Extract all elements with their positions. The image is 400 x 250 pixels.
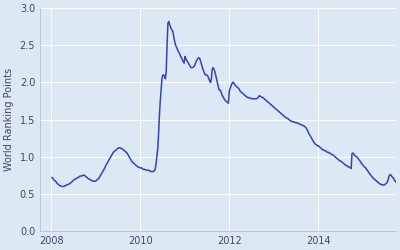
Y-axis label: World Ranking Points: World Ranking Points bbox=[4, 68, 14, 171]
